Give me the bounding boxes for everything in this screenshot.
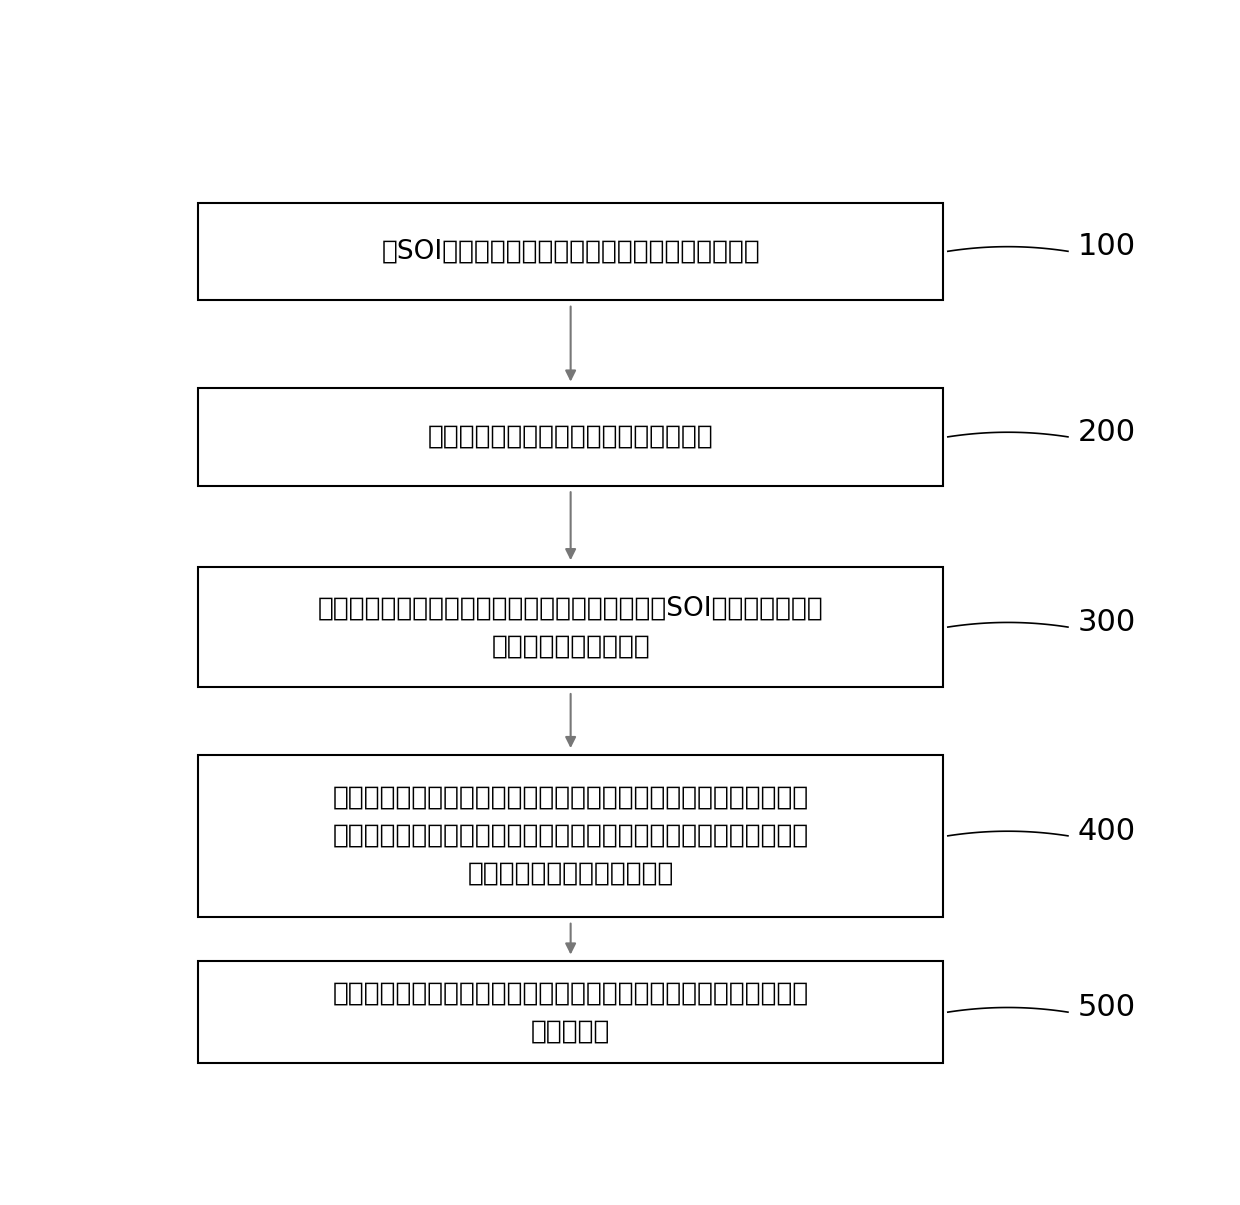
- Bar: [198, 566, 942, 687]
- Text: 对SOI衬底上的顶层硅区域进行刻蚀，得到硅波导层: 对SOI衬底上的顶层硅区域进行刻蚀，得到硅波导层: [381, 239, 760, 264]
- Text: 400: 400: [1078, 817, 1136, 846]
- Text: 500: 500: [1078, 993, 1136, 1022]
- Text: 200: 200: [1078, 418, 1136, 447]
- Text: 300: 300: [1078, 609, 1136, 637]
- Text: 在所述非晶硅薄膜的表面覆盖二氧化硅、并与所述SOI衬底中的二氧化
硅区域组成二氧化硅层: 在所述非晶硅薄膜的表面覆盖二氧化硅、并与所述SOI衬底中的二氧化 硅区域组成二氧…: [317, 595, 823, 659]
- Text: 对所述非晶硅薄膜进行退火处理，使得所述二氧化硅层和所述硅波导
层均对经退火处理后的非晶硅薄膜形成拉应力，进而使得所述非晶硅
薄膜转化为应力单晶硅吸收层: 对所述非晶硅薄膜进行退火处理，使得所述二氧化硅层和所述硅波导 层均对经退火处理后…: [332, 784, 808, 887]
- Text: 在所述二氧化硅层中设置分别连接所述硅波导层和所述应力单晶硅吸
收层的电极: 在所述二氧化硅层中设置分别连接所述硅波导层和所述应力单晶硅吸 收层的电极: [332, 980, 808, 1045]
- Bar: [198, 754, 942, 917]
- Text: 100: 100: [1078, 233, 1136, 261]
- Bar: [198, 962, 942, 1063]
- Bar: [198, 388, 942, 486]
- Text: 在所述硅波导层上淀积一层的非晶硅薄膜: 在所述硅波导层上淀积一层的非晶硅薄膜: [428, 424, 713, 449]
- Bar: [198, 202, 942, 300]
